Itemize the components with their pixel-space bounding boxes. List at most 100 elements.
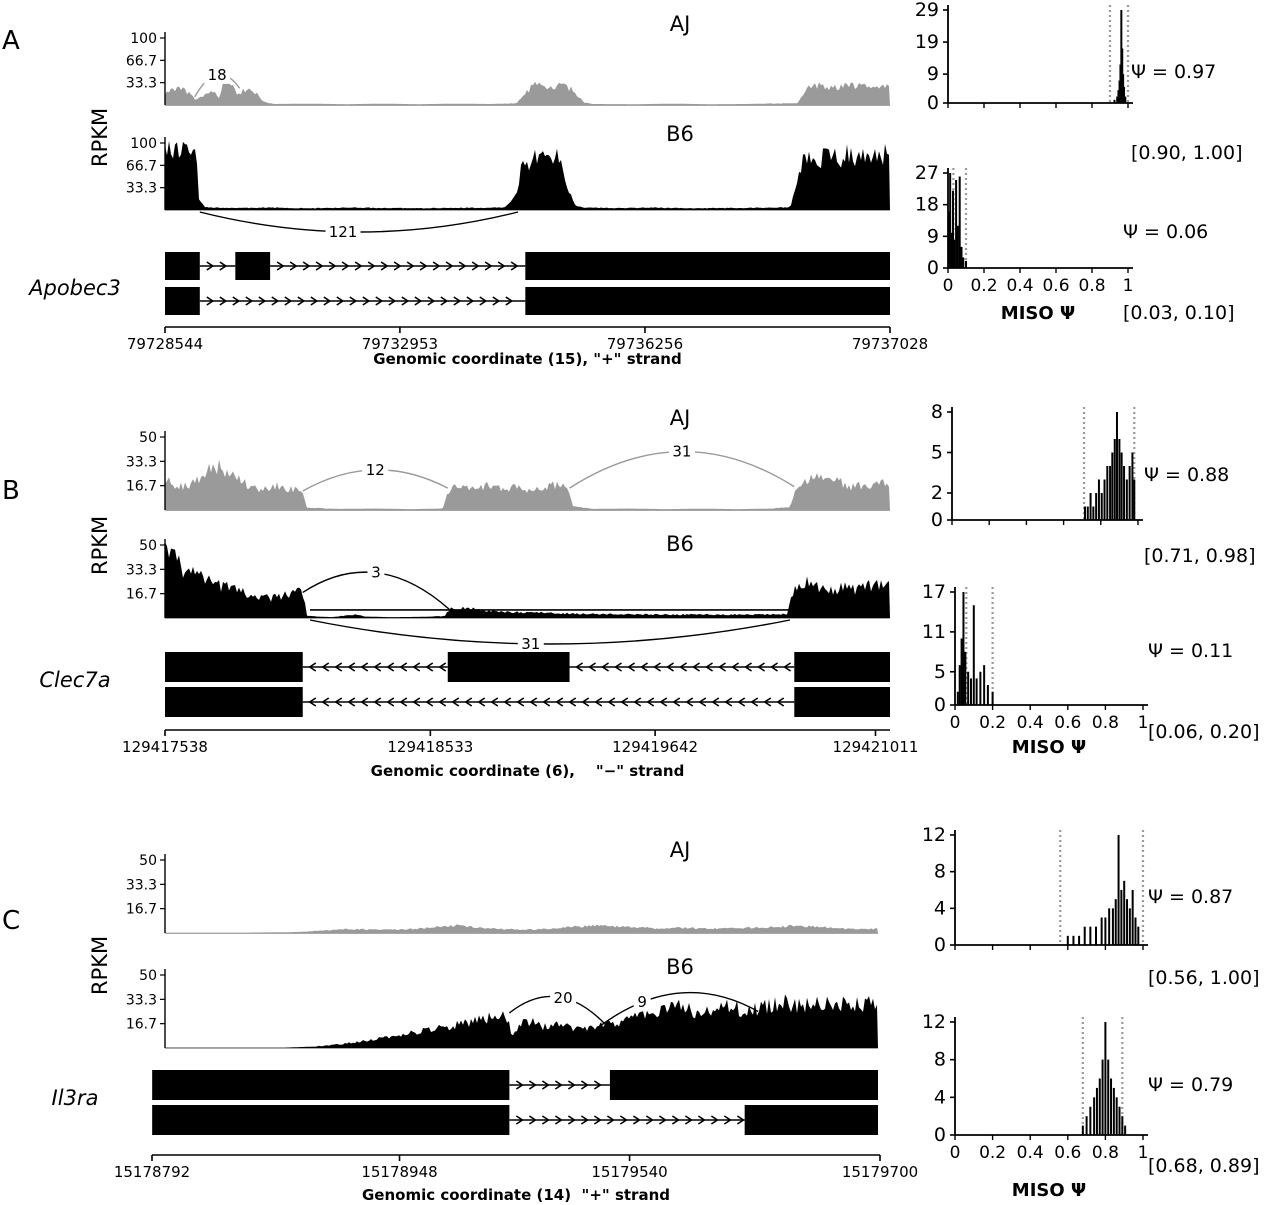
coverage-track-aj: 50 33.3 16.7 12 31 (126, 430, 890, 511)
svg-text:50: 50 (139, 430, 157, 446)
miso-histogram-bottom: 27 18 9 00 0.2 0.4 0.6 0.8 1 (915, 162, 1134, 296)
svg-text:12: 12 (922, 824, 946, 846)
track-title-aj: AJ (669, 406, 691, 430)
svg-text:31: 31 (521, 635, 540, 653)
svg-text:16.7: 16.7 (126, 587, 157, 603)
svg-text:0: 0 (934, 1124, 946, 1146)
svg-text:33.3: 33.3 (126, 76, 157, 92)
psi-value: Ψ = 0.79 (1148, 1074, 1234, 1096)
track-title-b6: B6 (666, 532, 694, 556)
svg-text:129417538: 129417538 (122, 738, 208, 756)
svg-text:3: 3 (371, 564, 381, 582)
coverage-track-b6: 50 33.3 16.7 20 9 (126, 968, 878, 1050)
svg-text:1: 1 (1138, 1143, 1149, 1163)
gene-model (165, 252, 890, 315)
svg-text:11: 11 (922, 621, 946, 643)
track-title-aj: AJ (669, 838, 691, 862)
svg-text:129421011: 129421011 (833, 738, 919, 756)
panel-il3ra: 50 33.3 16.7 50 33.3 16.7 20 9 15178792 15178948 1… (0, 805, 1280, 1205)
svg-text:9: 9 (637, 993, 647, 1011)
gene-model (165, 652, 890, 717)
svg-text:20: 20 (554, 989, 573, 1007)
y-axis-title: RPKM (88, 935, 112, 995)
psi-confidence-interval: [0.90, 1.00] (1131, 142, 1243, 164)
svg-text:15179540: 15179540 (591, 1163, 667, 1181)
gene-name: Apobec3 (29, 276, 121, 300)
svg-text:4: 4 (934, 897, 946, 919)
psi-estimate-bottom: Ψ = 0.79 [0.68, 0.89] (1148, 1018, 1260, 1205)
coverage-track-b6: 50 33.3 16.7 3 31 (126, 538, 890, 653)
svg-text:8: 8 (934, 1049, 946, 1071)
panel-label: A (2, 26, 20, 56)
panel-apobec3: 100 66.7 33.3 18 100 66.7 33.3 121 79728544 79732… (0, 0, 1280, 390)
svg-text:8: 8 (931, 401, 943, 423)
genomic-axis: 129417538 129418533 129419642 129421011 (122, 729, 919, 756)
svg-text:0: 0 (927, 257, 939, 279)
psi-value: Ψ = 0.88 (1144, 464, 1230, 486)
track-title-b6: B6 (666, 122, 694, 146)
svg-text:50: 50 (139, 853, 157, 869)
miso-histogram-top: 8 5 2 0 (931, 401, 1143, 531)
gene-name: Il3ra (51, 1086, 99, 1110)
coverage-track-aj: 100 66.7 33.3 18 (126, 31, 890, 106)
svg-text:0.2: 0.2 (979, 1143, 1006, 1163)
psi-estimate-bottom: Ψ = 0.11 [0.06, 0.20] (1148, 584, 1260, 800)
svg-text:1: 1 (1138, 713, 1149, 733)
svg-text:0.4: 0.4 (1006, 276, 1033, 296)
svg-text:0.4: 0.4 (1017, 713, 1044, 733)
y-axis-title: RPKM (88, 515, 112, 575)
svg-text:79737028: 79737028 (852, 335, 928, 353)
svg-text:66.7: 66.7 (126, 158, 157, 174)
svg-text:121: 121 (329, 223, 358, 241)
svg-text:12: 12 (366, 461, 385, 479)
psi-estimate-top: Ψ = 0.97 [0.90, 1.00] (1131, 5, 1243, 221)
svg-text:16.7: 16.7 (126, 479, 157, 495)
panel-clec7a: 50 33.3 16.7 12 31 50 33.3 16.7 3 31 129417538 1294… (0, 390, 1280, 805)
svg-text:129418533: 129418533 (387, 738, 473, 756)
svg-text:0: 0 (950, 713, 961, 733)
panel-label: B (2, 476, 20, 506)
svg-text:100: 100 (130, 31, 157, 47)
svg-text:2: 2 (931, 482, 943, 504)
svg-text:66.7: 66.7 (126, 53, 157, 69)
psi-value: Ψ = 0.87 (1148, 886, 1234, 908)
psi-value: Ψ = 0.97 (1131, 61, 1217, 83)
svg-text:79728544: 79728544 (127, 335, 203, 353)
svg-text:9: 9 (927, 63, 939, 85)
track-title-aj: AJ (669, 12, 691, 36)
psi-confidence-interval: [0.68, 0.89] (1148, 1155, 1260, 1177)
svg-text:17: 17 (922, 581, 946, 603)
psi-estimate-top: Ψ = 0.88 [0.71, 0.98] (1144, 408, 1256, 624)
svg-text:18: 18 (208, 66, 227, 84)
psi-estimate-top: Ψ = 0.87 [0.56, 1.00] (1148, 830, 1260, 1046)
psi-confidence-interval: [0.06, 0.20] (1148, 721, 1260, 743)
miso-x-axis-title: MISO Ψ (1011, 1180, 1087, 1201)
gene-name: Clec7a (39, 668, 111, 692)
svg-text:5: 5 (934, 661, 946, 683)
svg-text:15178948: 15178948 (361, 1163, 437, 1181)
svg-text:15178792: 15178792 (114, 1163, 190, 1181)
svg-text:9: 9 (927, 225, 939, 247)
svg-text:16.7: 16.7 (126, 902, 157, 918)
psi-value: Ψ = 0.06 (1123, 221, 1209, 243)
svg-text:0.8: 0.8 (1092, 713, 1119, 733)
x-axis-title: Genomic coordinate (14) "+" strand (362, 1186, 670, 1204)
svg-text:27: 27 (915, 162, 939, 184)
svg-text:79732953: 79732953 (362, 335, 438, 353)
svg-text:0: 0 (943, 276, 954, 296)
svg-text:8: 8 (934, 861, 946, 883)
svg-text:100: 100 (130, 136, 157, 152)
svg-text:0.4: 0.4 (1017, 1143, 1044, 1163)
svg-text:15179700: 15179700 (842, 1163, 918, 1181)
svg-text:129419642: 129419642 (612, 738, 698, 756)
svg-text:33.3: 33.3 (126, 454, 157, 470)
panel-label: C (2, 906, 21, 936)
track-title-b6: B6 (666, 955, 694, 979)
svg-text:19: 19 (915, 31, 939, 53)
genomic-axis: 79728544 79732953 79736256 79737028 (127, 326, 928, 353)
psi-value: Ψ = 0.11 (1148, 640, 1234, 662)
miso-x-axis-title: MISO Ψ (1011, 737, 1087, 758)
